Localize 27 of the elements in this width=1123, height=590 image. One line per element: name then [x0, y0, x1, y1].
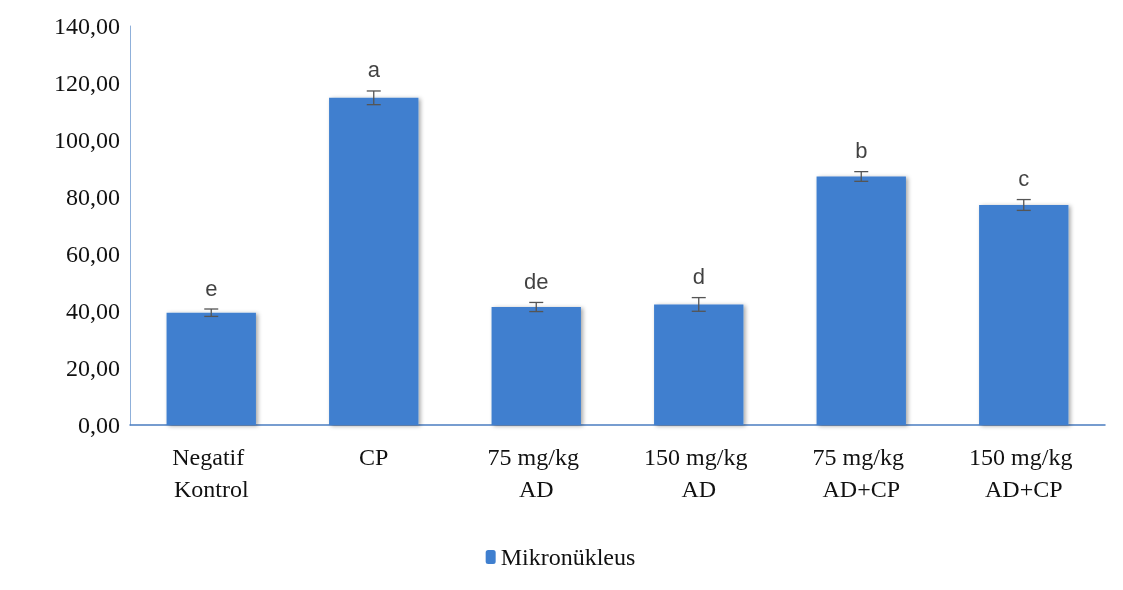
y-tick-label: 100,00 [54, 127, 120, 153]
annotation: a [367, 57, 381, 83]
annotation: de [524, 268, 549, 294]
y-tick-label: 80,00 [66, 184, 120, 210]
y-tick-label: 140,00 [54, 13, 120, 39]
y-tick-label: 40,00 [66, 298, 120, 324]
bar [166, 312, 256, 425]
x-tick-label: CP [359, 444, 389, 470]
bar [979, 204, 1069, 425]
x-tick-label: 75 mg/kg AD [487, 444, 585, 502]
x-tick-label: 150 mg/kg AD [644, 444, 754, 502]
bar [491, 307, 581, 425]
bar [816, 176, 906, 425]
x-tick-label: 75 mg/kg AD+CP [812, 444, 910, 502]
annotation: e [205, 275, 218, 301]
bar [654, 304, 744, 425]
y-tick-label: 120,00 [54, 70, 120, 96]
x-tick-label: Negatif Kontrol [172, 444, 251, 502]
annotation: c [1018, 166, 1030, 192]
y-tick-label: 60,00 [66, 241, 120, 267]
annotation: b [855, 138, 868, 164]
bar [329, 97, 419, 425]
y-tick-label: 20,00 [66, 355, 120, 381]
x-tick-label: 150 mg/kg AD+CP [969, 444, 1079, 502]
annotation: d [692, 264, 705, 290]
y-tick-label: 0,00 [78, 412, 120, 438]
legend-label: Mikronükleus [500, 544, 636, 570]
